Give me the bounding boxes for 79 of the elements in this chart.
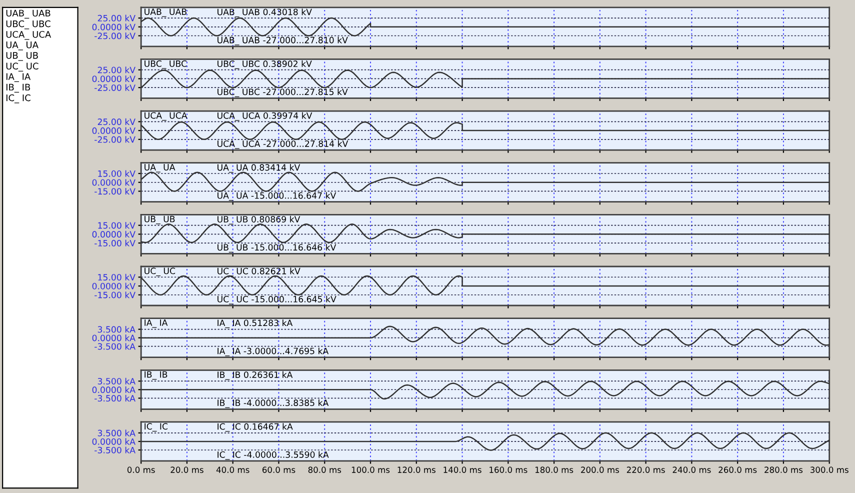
- annotation: UBC_ UBC -27.000...27.815 kV: [218, 88, 348, 98]
- x-tick-label: 280.0 ms: [764, 466, 803, 473]
- y-tick-label: 3.500 kA: [98, 326, 136, 333]
- y-tick-label: -15.00 kV: [94, 292, 136, 298]
- y-tick-label: 15.00 kV: [98, 170, 136, 177]
- text: UC_ UC: [6, 62, 38, 72]
- annotation: UC_ UC -15.000...16.645 kV: [218, 296, 336, 304]
- y-tick-label: -25.00 kV: [94, 136, 136, 143]
- chart-title: UBC_ UBC: [144, 60, 187, 69]
- y-tick-label: 0.0000 kV: [92, 282, 136, 290]
- y-tick-label: 0.0000 kV: [92, 75, 136, 82]
- x-tick-label: 300.0 ms: [810, 466, 848, 473]
- x-tick-label: 40.0 ms: [216, 466, 250, 473]
- annotation: UA_ UA 0.83414 kV: [218, 164, 300, 173]
- annotation: UCA_ UCA 0.39974 kV: [218, 112, 312, 121]
- chart-title: IA_ IA: [144, 320, 168, 328]
- text: UAB_ UAB: [6, 10, 50, 19]
- text: UB_ UB: [6, 52, 38, 61]
- annotation: UBC_ UBC 0.38902 kV: [218, 60, 312, 69]
- y-tick-label: -25.00 kV: [94, 32, 136, 40]
- y-tick-label: 25.00 kV: [98, 118, 136, 126]
- x-tick-label: 220.0 ms: [626, 466, 665, 473]
- annotation: IC_ IC -4.0000...3.5590 kA: [218, 451, 329, 460]
- y-tick-label: 0.0000 kV: [92, 179, 136, 186]
- text: IB_ IB: [6, 84, 30, 93]
- text: UBC_ UBC: [6, 20, 50, 30]
- y-tick-label: 3.500 kA: [98, 378, 136, 384]
- chart-title: UA_ UA: [144, 164, 176, 172]
- x-tick-label: 180.0 ms: [535, 466, 574, 473]
- y-tick-label: 3.500 kA: [98, 430, 136, 436]
- chart-title: UCA_ UCA: [144, 112, 188, 121]
- x-tick-label: 140.0 ms: [444, 466, 482, 473]
- y-tick-label: 0.0000 kA: [92, 386, 136, 394]
- y-tick-label: 0.0000 kV: [92, 24, 136, 30]
- x-tick-label: 120.0 ms: [398, 466, 436, 473]
- x-tick-label: 0.0 ms: [127, 466, 155, 473]
- y-tick-label: 0.0000 kV: [92, 230, 136, 238]
- annotation: UB_ UB -15.000...16.646 kV: [218, 244, 336, 253]
- annotation: IA_ IA 0.51283 kA: [218, 319, 293, 328]
- y-tick-label: -3.500 kA: [94, 343, 136, 350]
- text: IA_ IA: [6, 73, 31, 82]
- y-tick-label: -15.00 kV: [94, 188, 136, 195]
- y-tick-label: -3.500 kA: [94, 394, 136, 402]
- annotation: UAB_ UAB 0.43018 kV: [218, 8, 312, 18]
- y-tick-label: 0.0000 kA: [92, 438, 136, 445]
- chart-title: UAB_ UAB: [144, 8, 186, 17]
- annotation: IC_ IC 0.16467 kA: [218, 423, 293, 432]
- y-tick-label: 25.00 kV: [98, 66, 136, 74]
- annotation: UC_ UC 0.82621 kV: [218, 268, 300, 276]
- text: IC_ IC: [6, 94, 30, 104]
- y-tick-label: 0.0000 kA: [92, 334, 136, 342]
- chart-title: UB_ UB: [144, 216, 175, 224]
- x-tick-label: 200.0 ms: [581, 466, 619, 473]
- y-tick-label: 0.0000 kV: [92, 127, 136, 134]
- x-tick-label: 20.0 ms: [170, 466, 204, 473]
- text: UCA_ UCA: [6, 30, 52, 40]
- chart-title: IB_ IB: [144, 371, 168, 380]
- y-tick-label: -3.500 kA: [94, 446, 136, 454]
- chart-title: IC_ IC: [144, 423, 168, 432]
- y-tick-label: -15.00 kV: [94, 240, 136, 246]
- y-tick-label: 15.00 kV: [98, 274, 136, 281]
- annotation: UB_ UB 0.80869 kV: [218, 216, 300, 224]
- x-tick-label: 260.0 ms: [718, 466, 757, 473]
- annotation: UCA_ UCA -27.000...27.814 kV: [218, 140, 348, 149]
- text: UA_ UA: [6, 42, 38, 50]
- y-tick-label: 15.00 kV: [98, 222, 136, 229]
- x-tick-label: 100.0 ms: [352, 466, 390, 473]
- chart-title: UC_ UC: [144, 268, 176, 276]
- y-tick-label: -25.00 kV: [94, 84, 136, 91]
- annotation: IB_ IB 0.26361 kA: [218, 371, 293, 380]
- annotation: UAB_ UAB -27.000...27.810 kV: [218, 36, 348, 46]
- annotation: IB_ IB -4.0000...3.8385 kA: [218, 399, 329, 408]
- x-tick-label: 60.0 ms: [262, 466, 296, 473]
- x-tick-label: 160.0 ms: [490, 466, 528, 473]
- annotation: UA_ UA -15.000...16.647 kV: [218, 192, 336, 201]
- x-tick-label: 240.0 ms: [672, 466, 711, 473]
- y-tick-label: 25.00 kV: [98, 14, 136, 22]
- annotation: IA_ IA -3.0000...4.7695 kA: [218, 348, 329, 356]
- x-tick-label: 80.0 ms: [308, 466, 342, 473]
